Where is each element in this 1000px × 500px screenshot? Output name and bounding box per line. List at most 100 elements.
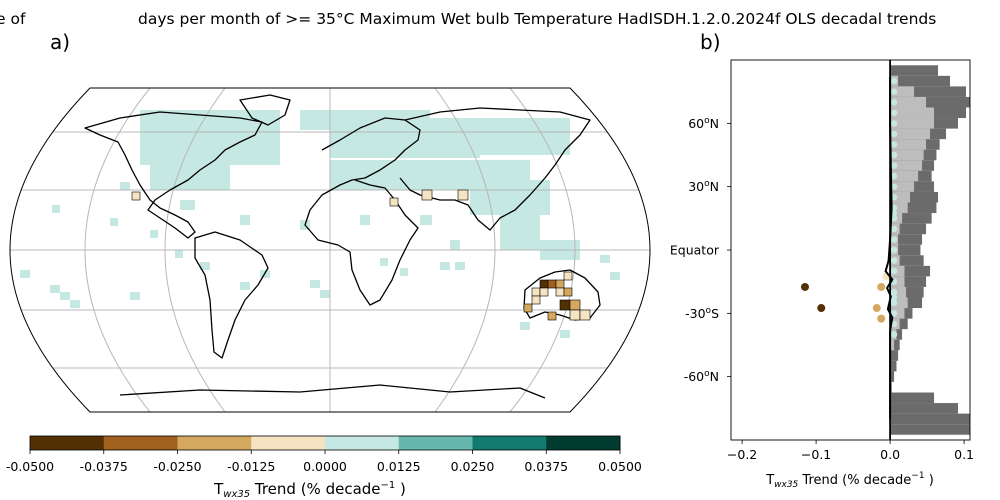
zonal-x-ticks: −0.2 −0.1 0.0 0.1 (727, 440, 974, 462)
graticule-lon-180w-inner (84, 88, 151, 412)
trend-cell (539, 287, 549, 297)
zonal-bar-light (890, 286, 907, 298)
trend-cell (547, 279, 557, 289)
zonal-x-tick-label: −0.2 (727, 447, 757, 462)
zonal-point-neutral (890, 77, 898, 85)
zonal-point-neutral (890, 267, 898, 275)
zonal-y-ticks: 60oN 30oN Equator -30oS -60oN (670, 116, 731, 384)
colorbar-tick-label: -0.0250 (153, 459, 201, 474)
zonal-bar-dark (890, 202, 937, 214)
zonal-bar-light (890, 297, 908, 309)
colorbar-block (251, 436, 326, 450)
trend-cell (400, 268, 408, 276)
trend-cell (520, 322, 530, 330)
zonal-bar-light (890, 128, 931, 140)
trend-cell (600, 255, 610, 263)
zonal-point-neutral (890, 236, 898, 243)
trend-cell (50, 285, 60, 293)
colorbar-tick-label: 0.0250 (451, 459, 495, 474)
colorbar-tick-label: 0.0125 (377, 459, 421, 474)
title-main-text: days per month of >= 35°C Maximum Wet bu… (138, 10, 937, 28)
colorbar-ticks: -0.0500 -0.0375 -0.0250 -0.0125 0.0000 0.0125… (6, 450, 642, 474)
zonal-bar-dark (890, 191, 939, 203)
colorbar: -0.0500 -0.0375 -0.0250 -0.0125 0.0000 0.0125… (6, 435, 642, 500)
trend-cell (175, 250, 183, 258)
zonal-bar-dark (890, 424, 970, 435)
trend-cell (531, 295, 541, 305)
zonal-y-tick-label: 60oN (688, 116, 719, 131)
zonal-bar-light (890, 118, 935, 129)
zonal-point (877, 314, 886, 323)
trend-cell (563, 271, 573, 281)
trend-cell (60, 292, 70, 300)
trend-cell (457, 189, 469, 201)
colorbar-tick-label: 0.0000 (303, 459, 347, 474)
zonal-point-neutral (890, 331, 898, 338)
graticule (10, 88, 650, 412)
colorbar-block (546, 436, 621, 450)
colorbar-tick-label: -0.0125 (227, 459, 275, 474)
map-boundary (9, 87, 651, 413)
trend-cell (610, 272, 620, 280)
graticule-lon-180e-inner (509, 88, 576, 412)
zonal-bar-light (890, 107, 935, 119)
colorbar-tick-label: 0.0375 (524, 459, 568, 474)
zonal-bar-light (890, 170, 919, 182)
zonal-point-neutral (890, 141, 898, 148)
zonal-point-neutral (890, 99, 898, 106)
zonal-bar-light (890, 149, 924, 161)
zonal-bar-dark (890, 244, 921, 256)
zonal-point-neutral (890, 172, 898, 180)
colorbar-tick-label: -0.0500 (6, 459, 54, 474)
trend-cells-neutral (20, 110, 620, 338)
zonal-bar-dark (890, 413, 970, 425)
trend-cell (555, 279, 565, 289)
trend-cell (530, 232, 540, 240)
trend-cell (360, 215, 370, 225)
zonal-point-neutral (890, 120, 898, 127)
trend-cell (579, 309, 591, 321)
zonal-x-tick-label: 0.1 (954, 447, 974, 462)
north-america-outline (84, 111, 263, 239)
trend-cell (380, 258, 388, 266)
trend-cell (180, 200, 195, 210)
zonal-point-neutral (890, 194, 898, 201)
zonal-bar-dark (890, 392, 935, 404)
colorbar-block (472, 436, 547, 450)
trend-cell (389, 197, 399, 207)
colorbar-tick-label: 0.0500 (598, 459, 642, 474)
zonal-y-tick-label: -30oS (685, 306, 719, 321)
zonal-point-neutral (890, 162, 898, 169)
zonal-bar-dark (890, 371, 895, 382)
trend-cell (320, 290, 330, 298)
trend-cell (559, 299, 571, 311)
trend-cell (555, 287, 565, 297)
figure-title: e of days per month of >= 35°C Maximum W… (0, 10, 1000, 30)
colorbar-blocks (30, 436, 621, 450)
graticule-lon-120e (434, 88, 496, 412)
trend-cell (70, 300, 80, 308)
zonal-land-bars (890, 65, 970, 435)
graticule-lon-120w (164, 88, 226, 412)
zonal-points (800, 77, 898, 338)
zonal-point (877, 282, 886, 291)
colorbar-block (177, 436, 252, 450)
trend-cell (539, 279, 549, 289)
zonal-x-tick-label: 0.0 (880, 447, 900, 462)
trend-cell (130, 292, 140, 300)
trend-cell (120, 182, 130, 190)
trend-cell (300, 110, 430, 130)
greenland-outline (239, 94, 291, 126)
zonal-point-neutral (890, 225, 898, 233)
trend-cell (455, 262, 465, 270)
trend-cell (240, 215, 250, 225)
panel-b-label: b) (700, 30, 721, 54)
zonal-point-neutral (890, 246, 898, 254)
trend-cell (200, 262, 210, 270)
zonal-bar-light (890, 139, 927, 150)
colorbar-block (398, 436, 473, 450)
trend-cell (531, 287, 541, 297)
zonal-x-label: Twx35 Trend (% decade−1 ) (765, 471, 934, 490)
trend-cell (480, 130, 570, 155)
